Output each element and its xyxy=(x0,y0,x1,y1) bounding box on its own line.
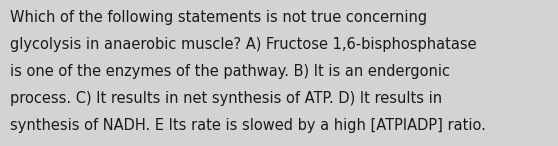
Text: synthesis of NADH. E Its rate is slowed by a high [ATPIADP] ratio.: synthesis of NADH. E Its rate is slowed … xyxy=(10,118,486,133)
Text: glycolysis in anaerobic muscle? A) Fructose 1,6-bisphosphatase: glycolysis in anaerobic muscle? A) Fruct… xyxy=(10,37,477,52)
Text: Which of the following statements is not true concerning: Which of the following statements is not… xyxy=(10,10,427,25)
Text: process. C) It results in net synthesis of ATP. D) It results in: process. C) It results in net synthesis … xyxy=(10,91,442,106)
Text: is one of the enzymes of the pathway. B) It is an endergonic: is one of the enzymes of the pathway. B)… xyxy=(10,64,450,79)
